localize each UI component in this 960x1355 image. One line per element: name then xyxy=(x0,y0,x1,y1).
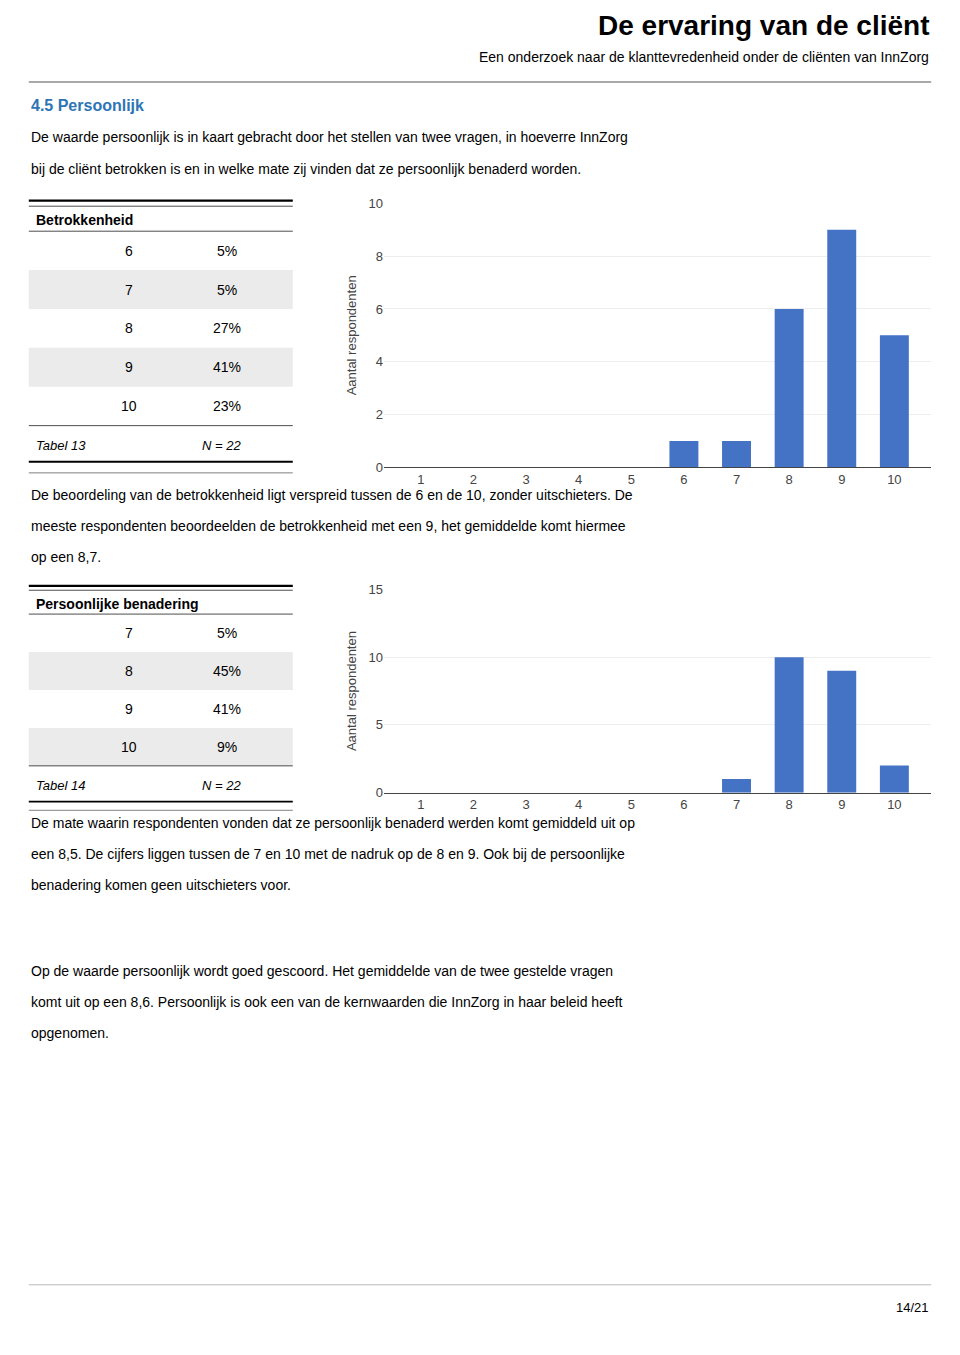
svg-text:8: 8 xyxy=(376,249,383,264)
svg-text:3: 3 xyxy=(522,472,529,487)
svg-text:Aantal respondenten: Aantal respondenten xyxy=(344,631,359,751)
svg-text:op een 8,7.: op een 8,7. xyxy=(31,549,101,565)
svg-text:45%: 45% xyxy=(213,663,241,679)
svg-text:27%: 27% xyxy=(213,320,241,336)
svg-text:Tabel 14: Tabel 14 xyxy=(36,778,85,793)
svg-text:15: 15 xyxy=(369,582,383,597)
svg-text:opgenomen.: opgenomen. xyxy=(31,1025,109,1041)
svg-text:0: 0 xyxy=(376,785,383,800)
svg-text:7: 7 xyxy=(733,797,740,812)
svg-text:5%: 5% xyxy=(217,243,237,259)
svg-text:7: 7 xyxy=(125,282,133,298)
svg-text:8: 8 xyxy=(786,797,793,812)
svg-text:10: 10 xyxy=(369,196,383,211)
svg-text:De beoordeling van de betrokke: De beoordeling van de betrokkenheid ligt… xyxy=(31,487,633,503)
svg-text:benadering komen geen uitschie: benadering komen geen uitschieters voor. xyxy=(31,877,291,893)
svg-text:Persoonlijke benadering: Persoonlijke benadering xyxy=(36,596,199,612)
svg-text:Aantal respondenten: Aantal respondenten xyxy=(344,275,359,395)
svg-text:8: 8 xyxy=(786,472,793,487)
svg-text:Een onderzoek naar de klanttev: Een onderzoek naar de klanttevredenheid … xyxy=(479,49,929,65)
svg-text:een 8,5. De cijfers liggen tus: een 8,5. De cijfers liggen tussen de 7 e… xyxy=(31,846,625,862)
svg-text:8: 8 xyxy=(125,663,133,679)
svg-text:6: 6 xyxy=(376,301,383,316)
svg-text:10: 10 xyxy=(369,650,383,665)
svg-text:0: 0 xyxy=(376,460,383,475)
svg-text:2: 2 xyxy=(470,472,477,487)
svg-text:Betrokkenheid: Betrokkenheid xyxy=(36,212,133,228)
svg-text:De ervaring van de cliënt: De ervaring van de cliënt xyxy=(598,10,929,41)
svg-text:Op de waarde persoonlijk wordt: Op de waarde persoonlijk wordt goed gesc… xyxy=(31,963,613,979)
svg-text:N = 22: N = 22 xyxy=(202,778,241,793)
svg-text:7: 7 xyxy=(125,625,133,641)
svg-text:2: 2 xyxy=(470,797,477,812)
svg-text:5: 5 xyxy=(376,717,383,732)
svg-text:5: 5 xyxy=(628,472,635,487)
svg-text:5: 5 xyxy=(628,797,635,812)
svg-text:De waarde persoonlijk is in ka: De waarde persoonlijk is in kaart gebrac… xyxy=(31,129,628,145)
svg-text:6: 6 xyxy=(680,472,687,487)
svg-text:meeste respondenten beoordeeld: meeste respondenten beoordeelden de betr… xyxy=(31,518,626,534)
svg-text:1: 1 xyxy=(417,472,424,487)
svg-text:5%: 5% xyxy=(217,282,237,298)
svg-text:41%: 41% xyxy=(213,359,241,375)
svg-text:4.5 Persoonlijk: 4.5 Persoonlijk xyxy=(31,97,144,114)
svg-text:9: 9 xyxy=(838,797,845,812)
svg-text:Tabel 13: Tabel 13 xyxy=(36,438,86,453)
svg-text:6: 6 xyxy=(680,797,687,812)
svg-text:23%: 23% xyxy=(213,398,241,414)
svg-text:9: 9 xyxy=(838,472,845,487)
svg-text:10: 10 xyxy=(887,472,901,487)
svg-text:N = 22: N = 22 xyxy=(202,438,241,453)
svg-text:4: 4 xyxy=(575,797,582,812)
svg-text:10: 10 xyxy=(887,797,901,812)
svg-text:3: 3 xyxy=(522,797,529,812)
svg-text:10: 10 xyxy=(121,739,137,755)
svg-text:9%: 9% xyxy=(217,739,237,755)
svg-text:6: 6 xyxy=(125,243,133,259)
svg-text:bij de cliënt betrokken is en: bij de cliënt betrokken is en in welke m… xyxy=(31,161,581,177)
svg-text:14/21: 14/21 xyxy=(896,1300,929,1315)
svg-text:De mate waarin respondenten vo: De mate waarin respondenten vonden dat z… xyxy=(31,815,635,831)
svg-text:1: 1 xyxy=(417,797,424,812)
svg-text:7: 7 xyxy=(733,472,740,487)
svg-text:9: 9 xyxy=(125,359,133,375)
svg-text:komt uit op een 8,6. Persoonli: komt uit op een 8,6. Persoonlijk is ook … xyxy=(31,994,623,1010)
svg-text:10: 10 xyxy=(121,398,137,414)
svg-text:9: 9 xyxy=(125,701,133,717)
svg-text:4: 4 xyxy=(376,354,383,369)
svg-text:41%: 41% xyxy=(213,701,241,717)
svg-text:5%: 5% xyxy=(217,625,237,641)
svg-text:2: 2 xyxy=(376,407,383,422)
svg-text:4: 4 xyxy=(575,472,582,487)
svg-text:8: 8 xyxy=(125,320,133,336)
